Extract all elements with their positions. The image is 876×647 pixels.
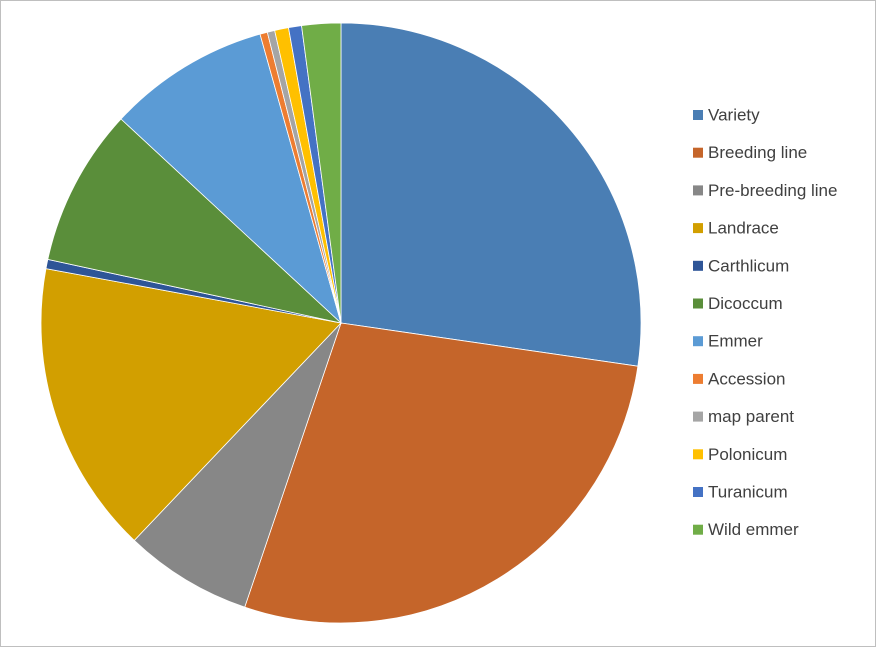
pie-slice (133, 322, 342, 608)
legend-label: Accession (708, 369, 785, 388)
pie-slice (40, 268, 342, 541)
legend-label: Variety (708, 105, 760, 124)
pie-slice (47, 118, 343, 324)
legend-swatch (693, 298, 703, 309)
legend-label: Breeding line (708, 143, 807, 162)
legend-swatch (693, 487, 703, 497)
legend-swatch (693, 260, 703, 271)
legend-swatch (693, 411, 703, 422)
legend-label: Emmer (708, 332, 763, 351)
legend-label: Landrace (708, 219, 779, 238)
legend-label: map parent (708, 407, 794, 426)
pie-slice (340, 22, 642, 367)
legend-label: Polonicum (708, 445, 787, 464)
legend-swatch (693, 336, 703, 347)
legend-label: Carthlicum (708, 256, 789, 275)
legend-label: Turanicum (708, 482, 788, 501)
legend-label: Wild emmer (708, 520, 799, 539)
legend-swatch (693, 223, 703, 234)
legend-swatch (693, 110, 703, 120)
legend-swatch (693, 147, 703, 158)
pie-slice (244, 322, 639, 624)
legend-swatch (693, 185, 703, 196)
legend-swatch (693, 449, 703, 460)
legend-swatch (693, 373, 703, 384)
pie-slice (120, 33, 342, 325)
legend-label: Pre-breeding line (708, 181, 837, 200)
legend-label: Dicoccum (708, 294, 783, 313)
pie-slice (301, 22, 342, 324)
legend-swatch (693, 524, 703, 535)
